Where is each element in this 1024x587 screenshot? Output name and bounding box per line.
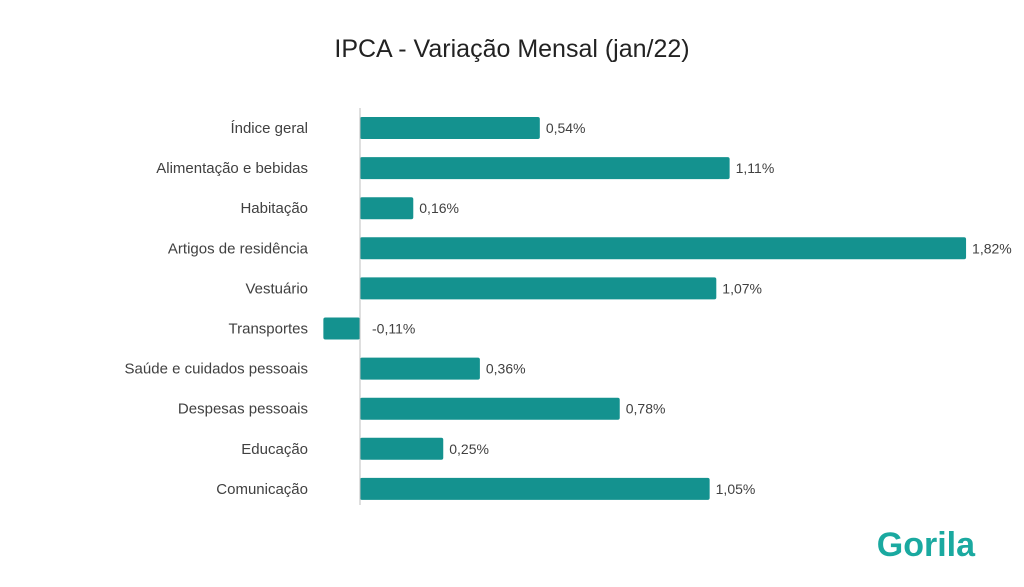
bar-4 [360, 277, 717, 300]
data-label-6: 0,36% [486, 361, 526, 377]
data-label-3: 1,82% [972, 240, 1012, 256]
data-label-0: 0,54% [546, 120, 586, 136]
bar-1 [360, 157, 730, 180]
data-label-5: -0,11% [372, 321, 415, 337]
bars-group: Índice geral 0,54% Alimentação e bebidas 1,… [125, 117, 1012, 500]
bar-0 [360, 117, 540, 139]
data-label-7: 0,78% [626, 401, 666, 417]
bar-3 [360, 237, 967, 260]
bar-6 [360, 357, 480, 380]
category-label-3: Artigos de residência [168, 240, 309, 257]
category-label-7: Despesas pessoais [178, 401, 308, 418]
category-label-2: Habitação [240, 200, 308, 217]
category-label-5: Transportes [229, 321, 308, 338]
data-label-2: 0,16% [419, 200, 459, 216]
category-label-8: Educação [241, 441, 308, 458]
category-label-6: Saúde e cuidados pessoais [125, 361, 308, 378]
logo: Gorila [877, 526, 976, 564]
data-label-9: 1,05% [716, 481, 756, 497]
category-label-1: Alimentação e bebidas [156, 160, 308, 177]
data-label-4: 1,07% [722, 280, 762, 296]
category-label-9: Comunicação [216, 481, 308, 498]
category-label-4: Vestuário [245, 280, 308, 297]
category-label-0: Índice geral [230, 120, 308, 137]
bar-5 [323, 317, 360, 340]
chart-title: IPCA - Variação Mensal (jan/22) [334, 35, 689, 63]
bar-2 [360, 197, 414, 220]
bar-9 [360, 477, 710, 500]
data-label-1: 1,11% [736, 160, 775, 176]
data-label-8: 0,25% [449, 441, 489, 457]
bar-7 [360, 397, 620, 420]
gorila-logo: Gorila [877, 526, 976, 564]
bar-8 [360, 437, 444, 460]
